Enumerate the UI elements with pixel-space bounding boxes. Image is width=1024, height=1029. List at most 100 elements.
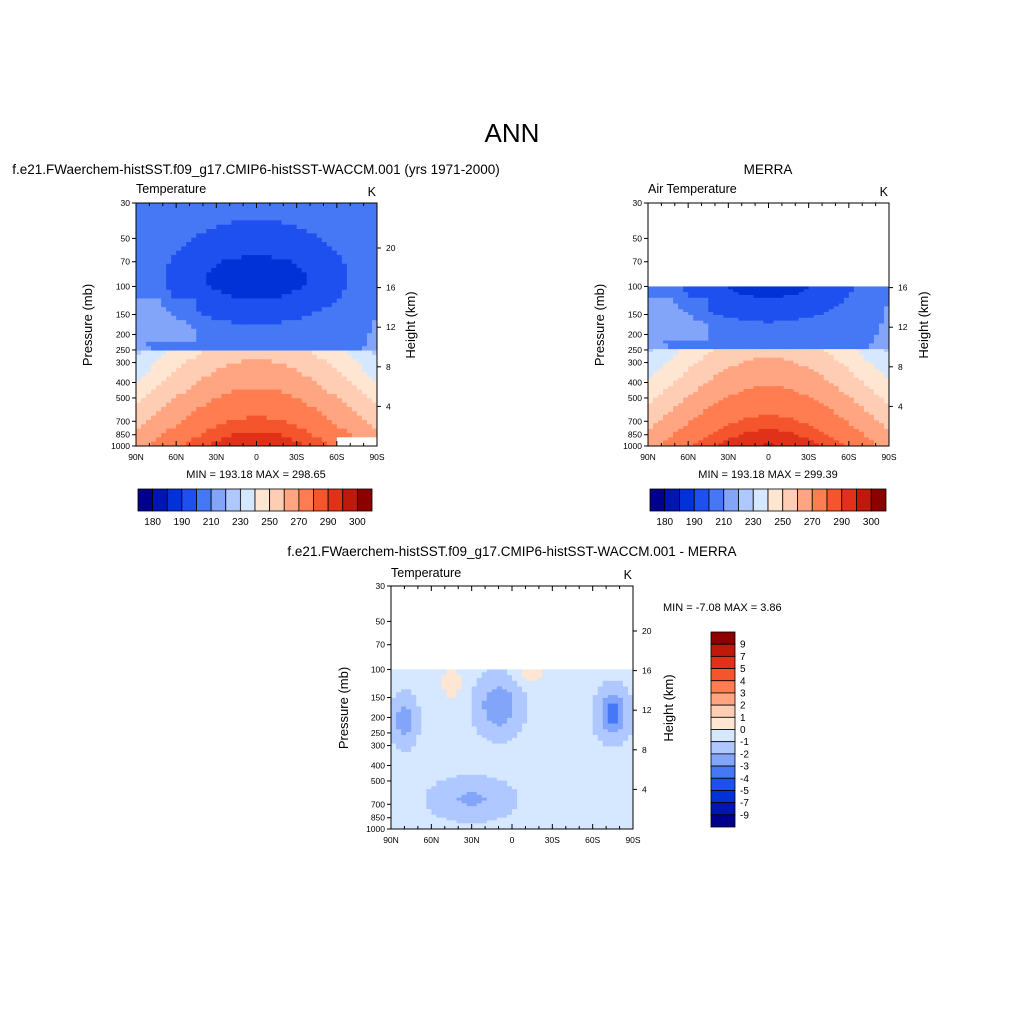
field-cell	[648, 386, 654, 390]
field-cell	[848, 326, 855, 330]
field-cell	[733, 312, 739, 316]
field-cell	[648, 349, 654, 353]
field-cell	[156, 302, 162, 308]
field-cell	[813, 329, 820, 333]
field-cell	[733, 400, 739, 404]
field-cell	[146, 207, 152, 213]
field-cell	[191, 263, 197, 269]
field-cell	[873, 317, 880, 322]
field-cell	[748, 394, 755, 399]
field-cell	[743, 326, 750, 330]
field-cell	[321, 398, 328, 404]
field-cell	[823, 309, 830, 313]
field-cell	[763, 354, 770, 359]
field-cell	[261, 328, 268, 334]
field-cell	[356, 350, 363, 356]
field-cell	[181, 259, 187, 265]
field-cell	[693, 294, 699, 299]
field-cell	[171, 259, 177, 265]
field-cell	[743, 286, 750, 290]
field-cell	[181, 432, 187, 438]
field-cell	[171, 276, 177, 282]
field-cell	[276, 272, 283, 278]
field-cell	[286, 367, 293, 373]
field-cell	[658, 323, 664, 327]
field-cell	[311, 419, 318, 425]
field-cell	[286, 441, 293, 446]
field-cell	[356, 220, 363, 226]
field-cell	[703, 317, 709, 322]
field-cell	[703, 363, 709, 367]
field-cell	[226, 216, 232, 221]
field-cell	[663, 297, 669, 302]
field-cell	[843, 286, 850, 290]
field-cell	[306, 242, 313, 247]
field-cell	[803, 400, 810, 404]
field-cell	[738, 309, 744, 313]
field-cell	[723, 340, 729, 345]
field-cell	[878, 400, 885, 404]
field-cell	[346, 307, 353, 313]
field-cell	[146, 328, 152, 334]
field-cell	[843, 312, 850, 316]
field-cell	[783, 292, 790, 296]
field-cell	[818, 397, 825, 402]
field-cell	[828, 371, 835, 376]
field-cell	[136, 259, 142, 265]
field-cell	[226, 424, 232, 430]
field-cell	[848, 408, 855, 413]
field-cell	[191, 402, 197, 408]
field-cell	[788, 349, 795, 353]
field-cell	[311, 432, 318, 438]
field-cell	[201, 363, 207, 369]
field-cell	[753, 329, 760, 333]
field-cell	[206, 346, 212, 352]
field-cell	[146, 354, 152, 360]
field-cell	[196, 207, 202, 213]
field-cell	[231, 255, 238, 261]
field-cell	[156, 406, 162, 412]
field-cell	[271, 437, 278, 443]
field-cell	[341, 406, 348, 412]
field-cell	[321, 385, 328, 391]
field-cell	[808, 300, 815, 305]
field-cell	[276, 216, 283, 221]
field-cell	[833, 286, 840, 290]
field-cell	[713, 383, 719, 387]
field-cell	[698, 377, 704, 382]
field-cell	[176, 307, 182, 313]
field-cell	[296, 367, 303, 373]
field-cell	[668, 343, 674, 347]
field-cell	[838, 351, 845, 356]
field-cell	[868, 363, 875, 367]
field-cell	[226, 402, 232, 408]
field-cell	[748, 297, 755, 302]
field-cell	[196, 315, 202, 321]
field-cell	[763, 406, 770, 410]
field-cell	[693, 326, 699, 330]
field-cell	[251, 402, 258, 408]
field-cell	[708, 349, 714, 353]
field-cell	[813, 343, 820, 347]
field-cell	[216, 211, 222, 217]
field-cell	[723, 417, 729, 421]
field-cell	[868, 357, 875, 362]
field-cell	[663, 346, 669, 350]
field-cell	[663, 386, 669, 390]
field-cell	[216, 233, 222, 239]
field-cell	[311, 246, 318, 252]
field-cell	[261, 432, 268, 438]
field-cell	[156, 307, 162, 313]
field-cell	[371, 207, 377, 213]
field-cell	[361, 354, 368, 360]
x-tick-label: 30N	[209, 452, 225, 462]
field-cell	[803, 371, 810, 376]
field-cell	[261, 354, 268, 360]
field-cell	[296, 250, 303, 256]
field-cell	[668, 303, 674, 307]
field-cell	[146, 320, 152, 326]
field-cell	[698, 337, 704, 342]
field-cell	[763, 294, 770, 299]
field-cell	[708, 400, 714, 404]
field-cell	[346, 428, 353, 434]
